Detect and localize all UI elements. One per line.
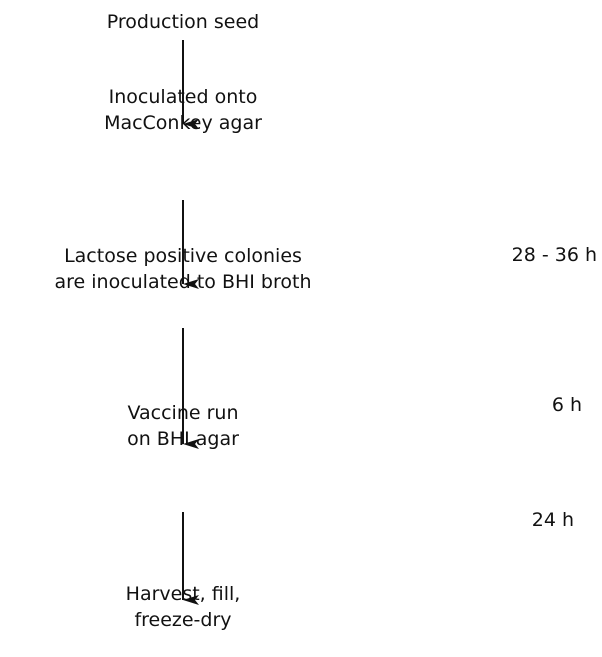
duration-label: 24 h xyxy=(532,509,574,531)
node-label: freeze-dry xyxy=(134,609,231,631)
duration-label: 28 - 36 h xyxy=(512,244,597,266)
duration-label: 6 h xyxy=(552,394,582,416)
node-label: Production seed xyxy=(107,11,259,33)
